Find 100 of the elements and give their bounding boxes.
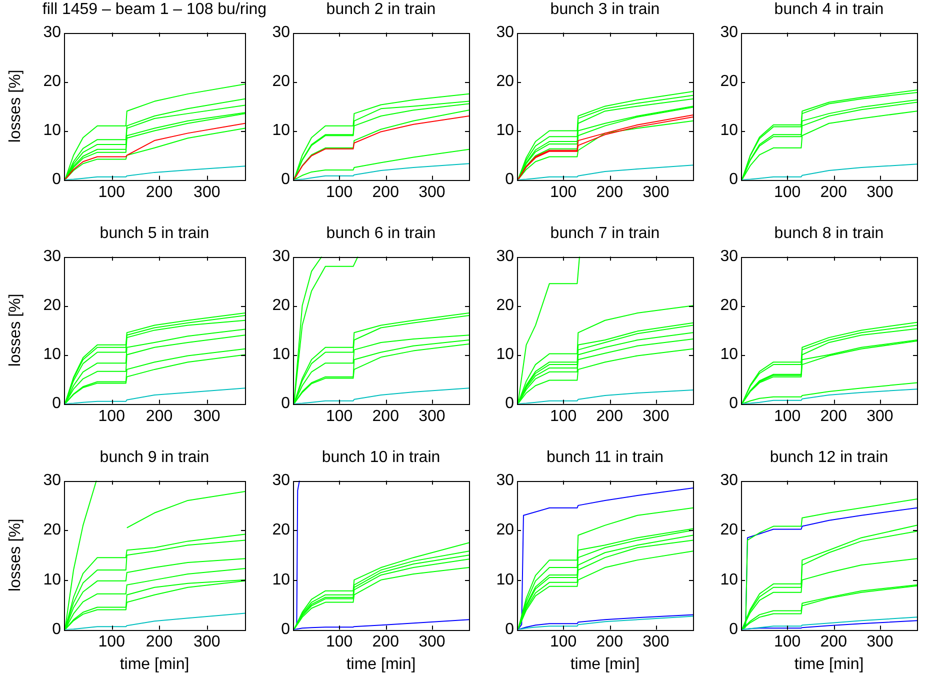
x-tick-label: 100 (774, 184, 801, 201)
x-tick-label: 300 (866, 184, 894, 201)
y-tick-label: 30 (272, 472, 290, 490)
y-tick-label: 0 (729, 621, 738, 638)
x-tick-label: 100 (774, 634, 801, 651)
x-tick-label: 100 (98, 184, 126, 201)
y-tick-label: 30 (272, 24, 290, 42)
x-tick-label: 300 (866, 634, 894, 651)
x-tick-label: 200 (146, 184, 173, 201)
x-tick-label: 200 (372, 184, 400, 201)
y-tick-label: 30 (43, 248, 62, 266)
y-tick-label: 10 (272, 122, 290, 140)
y-tick-label: 30 (272, 248, 290, 266)
y-tick-label: 20 (272, 73, 290, 90)
x-tick-label: 200 (596, 184, 624, 201)
y-tick-label: 30 (720, 472, 738, 490)
x-tick-label: 300 (194, 408, 220, 425)
x-axis-title: time [min] (346, 656, 416, 673)
x-tick-label: 200 (596, 634, 624, 651)
y-tick-label: 20 (720, 73, 738, 90)
y-tick-label: 0 (505, 621, 514, 638)
x-tick-label: 100 (326, 634, 353, 651)
chart-title: bunch 11 in train (546, 448, 664, 468)
x-tick-label: 300 (642, 184, 670, 201)
x-tick-label: 300 (866, 408, 894, 425)
y-tick-label: 30 (496, 248, 514, 266)
y-tick-label: 20 (43, 73, 62, 90)
chart-title: bunch 5 in train (100, 224, 210, 244)
x-tick-label: 300 (194, 634, 220, 651)
y-tick-label: 0 (729, 395, 738, 412)
y-axis-title: losses [%] (7, 294, 24, 367)
y-tick-label: 20 (720, 522, 738, 539)
y-tick-label: 10 (720, 346, 738, 364)
y-tick-label: 10 (496, 571, 514, 588)
x-axis-title: time [min] (120, 656, 190, 673)
y-tick-label: 20 (272, 297, 290, 314)
y-tick-label: 10 (43, 346, 62, 364)
y-tick-label: 30 (43, 472, 62, 490)
y-tick-label: 10 (272, 346, 290, 364)
x-tick-label: 100 (98, 408, 126, 425)
x-tick-label: 100 (774, 408, 801, 425)
x-tick-label: 100 (326, 184, 353, 201)
x-tick-label: 200 (820, 408, 848, 425)
y-tick-label: 0 (52, 171, 62, 188)
y-tick-label: 10 (272, 571, 290, 588)
y-tick-label: 0 (505, 171, 514, 188)
y-tick-label: 10 (43, 571, 62, 588)
y-axis-title: losses [%] (7, 70, 24, 143)
x-tick-label: 100 (98, 634, 126, 651)
y-tick-label: 0 (281, 621, 290, 638)
y-tick-label: 30 (496, 24, 514, 42)
x-tick-label: 300 (418, 184, 446, 201)
y-tick-label: 20 (496, 522, 514, 539)
chart-title: bunch 10 in train (322, 448, 440, 468)
x-tick-label: 100 (550, 408, 577, 425)
y-tick-label: 10 (496, 346, 514, 364)
x-tick-label: 300 (642, 408, 670, 425)
x-tick-label: 200 (596, 408, 624, 425)
y-tick-label: 0 (52, 621, 62, 638)
y-tick-label: 10 (720, 571, 738, 588)
y-tick-label: 30 (43, 24, 62, 42)
x-tick-label: 200 (820, 634, 848, 651)
chart-title: bunch 3 in train (550, 0, 660, 20)
x-axis-title: time [min] (794, 656, 864, 673)
x-tick-label: 100 (326, 408, 353, 425)
x-tick-label: 200 (146, 408, 173, 425)
y-tick-label: 20 (43, 522, 62, 539)
y-tick-label: 20 (43, 297, 62, 314)
y-axis-title: losses [%] (7, 518, 24, 592)
y-tick-label: 0 (505, 395, 514, 412)
chart-title: bunch 8 in train (774, 224, 884, 244)
x-tick-label: 300 (418, 634, 446, 651)
y-tick-label: 10 (496, 122, 514, 140)
chart-title: bunch 4 in train (774, 0, 884, 20)
chart-title: fill 1459 – beam 1 – 108 bu/ring (42, 0, 267, 20)
y-tick-label: 30 (496, 472, 514, 490)
y-tick-label: 10 (720, 122, 738, 140)
y-tick-label: 20 (272, 522, 290, 539)
chart-title: bunch 6 in train (326, 224, 436, 244)
chart-title: bunch 7 in train (550, 224, 660, 244)
y-tick-label: 20 (496, 297, 514, 314)
x-tick-label: 300 (194, 184, 220, 201)
y-tick-label: 0 (729, 171, 738, 188)
chart-title: bunch 2 in train (326, 0, 436, 20)
x-tick-label: 300 (642, 634, 670, 651)
x-axis-title: time [min] (570, 656, 640, 673)
y-tick-label: 20 (496, 73, 514, 90)
x-tick-label: 200 (372, 408, 400, 425)
x-tick-label: 200 (146, 634, 173, 651)
y-tick-label: 10 (43, 122, 62, 140)
x-tick-label: 100 (550, 634, 577, 651)
y-tick-label: 20 (720, 297, 738, 314)
x-tick-label: 200 (820, 184, 848, 201)
y-tick-label: 0 (52, 395, 62, 412)
chart-title: bunch 12 in train (770, 448, 888, 468)
x-tick-label: 300 (418, 408, 446, 425)
x-tick-label: 200 (372, 634, 400, 651)
y-tick-label: 0 (281, 395, 290, 412)
chart-title: bunch 9 in train (100, 448, 210, 468)
y-tick-label: 30 (720, 248, 738, 266)
